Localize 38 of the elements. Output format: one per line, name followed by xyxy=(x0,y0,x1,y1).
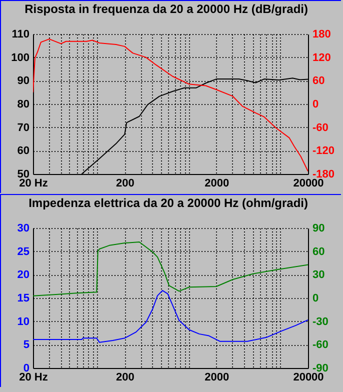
y-tick-label: 60 xyxy=(17,145,30,158)
y2-tick-label: 60 xyxy=(312,75,325,88)
y2-tick-label: 90 xyxy=(312,222,325,234)
y-tick-label: 50 xyxy=(17,168,30,180)
y2-tick-label: -120 xyxy=(312,145,335,158)
y2-tick-label: 180 xyxy=(312,28,331,40)
chart-title: Impedenza elettrica da 20 a 20000 Hz (ohm/gradi) xyxy=(28,196,308,210)
x-tick-label: 200 xyxy=(116,178,134,190)
y-tick-label: 0 xyxy=(23,362,30,374)
y-tick-label: 80 xyxy=(17,98,30,110)
y2-tick-label: -60 xyxy=(312,339,328,352)
y-tick-label: 90 xyxy=(17,75,30,88)
y-tick-label: 25 xyxy=(17,246,30,258)
y2-tick-label: 60 xyxy=(312,246,325,258)
y-tick-label: 5 xyxy=(23,339,30,352)
y2-tick-label: 0 xyxy=(312,292,319,304)
y2-tick-label: 30 xyxy=(312,269,325,282)
x-tick-label: 20 Hz xyxy=(19,372,48,384)
y-tick-label: 20 xyxy=(17,269,30,282)
y-tick-label: 10 xyxy=(17,316,30,328)
y2-tick-label: 0 xyxy=(312,98,319,110)
chart-title: Risposta in frequenza da 20 a 20000 Hz (dB/gradi) xyxy=(24,2,308,16)
x-tick-label: 20000 xyxy=(293,178,324,190)
y-tick-label: 70 xyxy=(17,122,30,134)
y-tick-label: 15 xyxy=(17,292,30,304)
y-tick-label: 100 xyxy=(11,52,30,64)
y2-tick-label: -180 xyxy=(312,168,335,180)
x-tick-label: 200 xyxy=(116,372,134,384)
x-tick-label: 2000 xyxy=(204,372,230,384)
y-tick-label: 110 xyxy=(12,28,30,40)
y2-tick-label: -60 xyxy=(312,122,328,134)
y2-tick-label: 120 xyxy=(312,52,331,64)
x-tick-label: 20 Hz xyxy=(19,178,48,190)
y-tick-label: 30 xyxy=(17,222,30,234)
y2-tick-label: -90 xyxy=(312,362,328,374)
x-tick-label: 20000 xyxy=(293,372,324,384)
x-tick-label: 2000 xyxy=(204,178,230,190)
y2-tick-label: -30 xyxy=(312,316,328,328)
